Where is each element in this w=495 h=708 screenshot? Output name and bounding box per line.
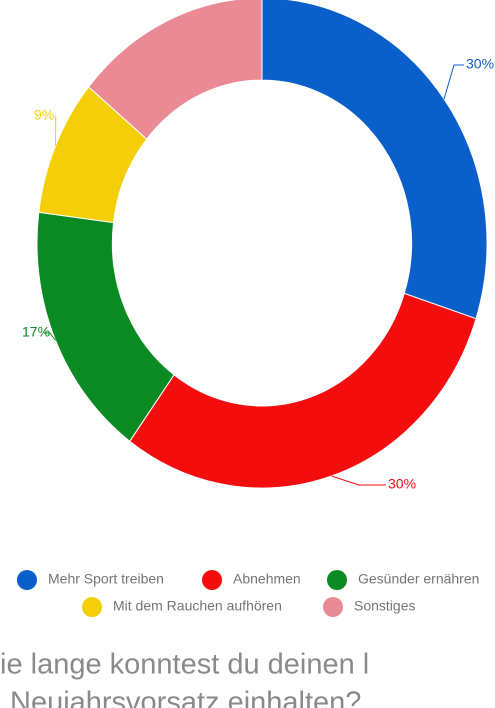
value-label: 17%: [22, 324, 50, 340]
legend-swatch: [17, 570, 37, 590]
leader-line: [443, 64, 464, 100]
legend-label: Mehr Sport treiben: [48, 571, 164, 587]
donut-segment: [87, 0, 263, 140]
legend-label: Gesünder ernähren: [358, 571, 479, 587]
question-line: ie lange konntest du deinen l: [0, 649, 369, 681]
legend-swatch: [327, 570, 347, 590]
leader-line: [44, 332, 56, 341]
question-line: Neujahrsvorsatz einhalten?: [10, 687, 361, 708]
value-label: 30%: [388, 476, 416, 492]
legend-label: Sonstiges: [354, 598, 415, 614]
donut-segment: [261, 0, 488, 320]
value-label: 30%: [466, 56, 494, 72]
donut-segment: [129, 292, 477, 489]
legend-swatch: [323, 597, 343, 617]
legend-swatch: [202, 570, 222, 590]
legend-label: Mit dem Rauchen aufhören: [113, 598, 282, 614]
leader-line: [331, 475, 386, 486]
value-label: 9%: [34, 107, 54, 123]
legend-swatch: [82, 597, 102, 617]
legend-label: Abnehmen: [233, 571, 301, 587]
